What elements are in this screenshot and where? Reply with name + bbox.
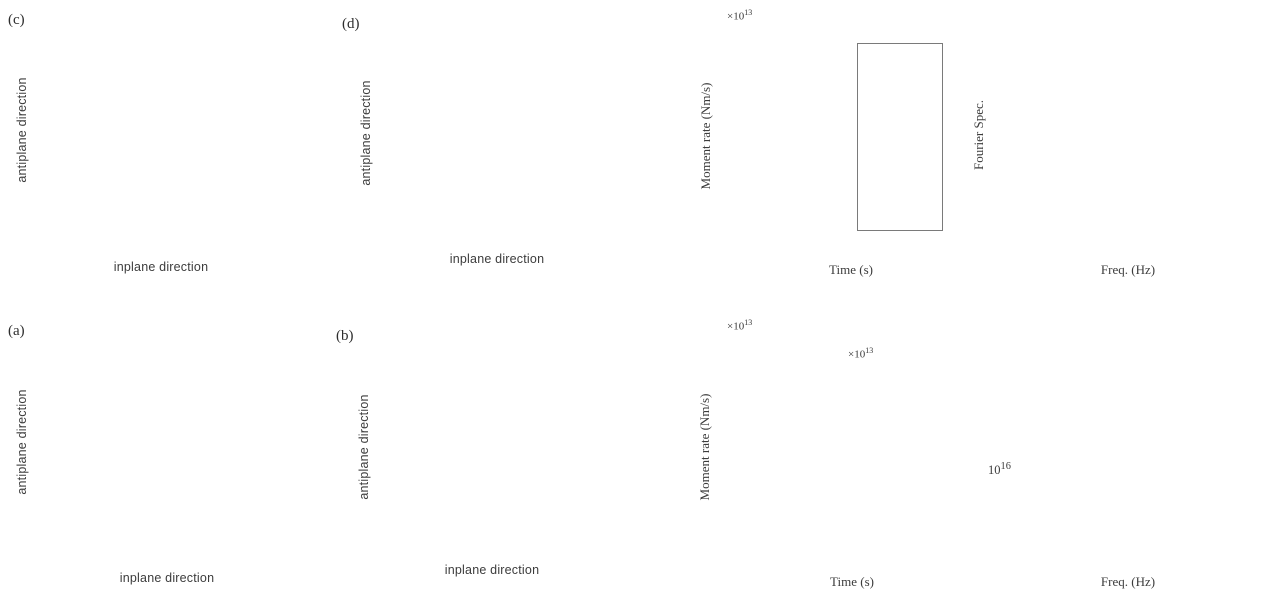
moment-inset-sci-note: ×1013 — [848, 346, 873, 361]
fourier-inset-scale-label: 1016 — [988, 461, 1011, 478]
panel-b-xlabel: inplane direction — [444, 563, 540, 577]
panel-c-xlabel: inplane direction — [113, 260, 209, 274]
sci-exp: 16 — [1000, 461, 1011, 472]
panel-tag-b: (b) — [336, 328, 354, 344]
fourier-top-xlabel: Freq. (Hz) — [1100, 262, 1156, 277]
station-legend — [857, 43, 943, 231]
sci-base: ×10 — [727, 320, 745, 333]
moment-top-ylabel: Moment rate (Nm/s) — [698, 82, 713, 190]
sci-base: 10 — [988, 463, 1001, 478]
panel-d-ylabel: antiplane direction — [359, 80, 373, 186]
panel-tag-c: (c) — [8, 12, 25, 28]
panel-b-ylabel: antiplane direction — [357, 394, 371, 500]
sci-exp: 13 — [865, 346, 874, 355]
panel-d-xlabel: inplane direction — [449, 252, 545, 266]
moment-bottom-xlabel: Time (s) — [830, 574, 874, 589]
fourier-bottom-xlabel: Freq. (Hz) — [1100, 574, 1156, 589]
sci-exp: 13 — [744, 8, 753, 17]
panel-c-ylabel: antiplane direction — [15, 77, 29, 183]
panel-a-xlabel: inplane direction — [119, 571, 215, 585]
panel-tag-a: (a) — [8, 323, 25, 339]
fourier-top-ylabel: Fourier Spec. — [971, 99, 986, 171]
sci-base: ×10 — [848, 348, 866, 361]
moment-top-xlabel: Time (s) — [829, 262, 873, 277]
sci-exp: 13 — [744, 318, 753, 327]
moment-bottom-sci-note: ×1013 — [727, 318, 752, 333]
sci-base: ×10 — [727, 10, 745, 23]
moment-bottom-ylabel: Moment rate (Nm/s) — [697, 393, 712, 501]
panel-a-ylabel: antiplane direction — [15, 389, 29, 495]
moment-top-sci-note: ×1013 — [727, 8, 752, 23]
panel-tag-d: (d) — [342, 16, 360, 32]
